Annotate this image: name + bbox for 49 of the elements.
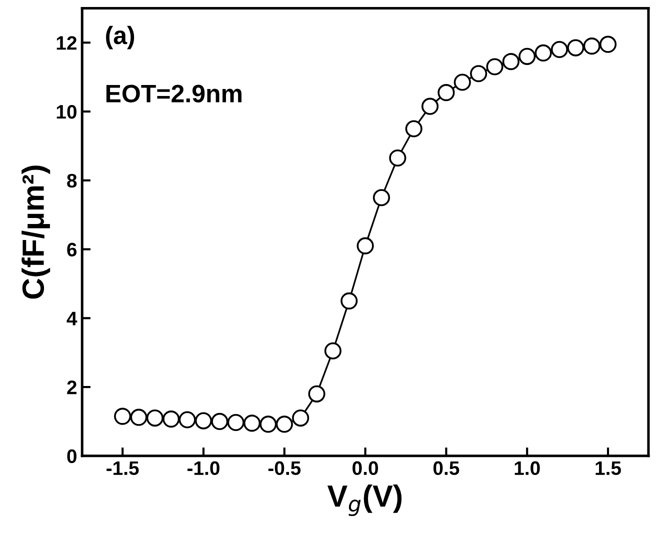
- point: [583, 38, 600, 55]
- y-tick-label: 12: [56, 36, 76, 50]
- point: [405, 120, 422, 138]
- point: [211, 412, 228, 430]
- point: [421, 98, 439, 115]
- point: [308, 385, 326, 402]
- point: [227, 414, 244, 432]
- point: [340, 292, 358, 310]
- x-axis-title: V$_{g}$(V): [327, 484, 402, 516]
- y-tick-label: 4: [66, 312, 78, 326]
- point: [356, 237, 374, 254]
- point: [292, 409, 310, 427]
- point: [194, 412, 212, 430]
- y-axis-title: C(fF/μm²): [22, 166, 50, 299]
- point: [324, 342, 342, 360]
- point: [454, 74, 471, 91]
- y-tick-label: 6: [67, 242, 77, 257]
- point: [550, 40, 568, 58]
- point: [162, 410, 180, 428]
- point: [470, 65, 488, 82]
- x-tick-label: -1.5: [106, 461, 139, 476]
- point: [130, 408, 148, 426]
- y-tick-label: 0: [67, 449, 76, 464]
- annotation: EOT=2.9nm: [106, 84, 242, 102]
- x-tick-label: -1.0: [187, 461, 220, 476]
- y-tick-label: 10: [56, 104, 76, 119]
- y-tick-label: 8: [67, 174, 77, 188]
- point: [260, 416, 277, 433]
- point: [389, 149, 406, 167]
- point: [438, 84, 455, 102]
- x-tick-label: -0.5: [268, 461, 301, 476]
- x-tick-label: 0.5: [433, 461, 460, 476]
- point: [276, 416, 293, 433]
- point: [599, 36, 617, 53]
- point: [114, 408, 132, 425]
- x-tick-label: 1.0: [514, 461, 540, 476]
- point: [534, 44, 552, 62]
- point: [372, 189, 390, 206]
- point: [518, 48, 536, 65]
- point: [243, 414, 261, 432]
- x-tick-label: 0.0: [352, 461, 378, 476]
- point: [502, 53, 520, 70]
- y-tick-label: 2: [67, 380, 76, 394]
- point: [567, 39, 584, 56]
- annotation: (a): [106, 26, 134, 50]
- point: [178, 411, 196, 428]
- point: [486, 58, 504, 76]
- x-tick-label: 1.5: [596, 461, 621, 476]
- point: [146, 409, 164, 427]
